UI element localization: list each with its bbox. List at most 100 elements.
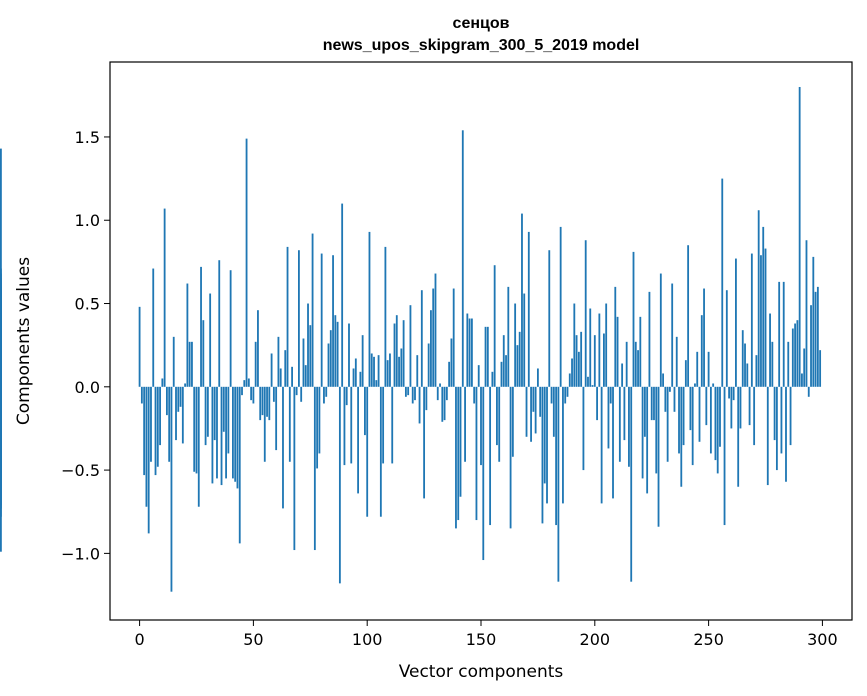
bar xyxy=(343,386,346,466)
bar xyxy=(548,250,551,387)
bar xyxy=(222,386,225,432)
bar xyxy=(427,343,430,387)
bar xyxy=(184,383,187,387)
bar xyxy=(238,386,241,544)
bar xyxy=(541,386,544,524)
bar xyxy=(496,386,498,446)
bar xyxy=(227,386,230,454)
bar xyxy=(573,303,576,387)
bar xyxy=(564,386,567,404)
x-tick-label: 100 xyxy=(352,630,383,649)
bar xyxy=(191,341,193,387)
bar xyxy=(423,386,426,499)
bar xyxy=(630,386,633,582)
bar xyxy=(744,343,746,387)
bar xyxy=(375,380,378,387)
bar xyxy=(801,373,803,387)
bar xyxy=(250,386,253,401)
bar xyxy=(254,341,257,387)
bar xyxy=(461,130,464,387)
bar xyxy=(0,148,2,387)
bar xyxy=(757,210,760,387)
bar xyxy=(671,283,674,387)
bar xyxy=(523,293,526,387)
bar xyxy=(204,386,207,446)
bar xyxy=(165,386,168,416)
bars xyxy=(0,86,822,592)
bar xyxy=(518,331,521,387)
x-tick-label: 0 xyxy=(134,630,144,649)
bar xyxy=(639,316,642,387)
bar xyxy=(143,386,146,476)
bar xyxy=(386,360,389,387)
bar xyxy=(439,383,441,387)
bar xyxy=(468,318,471,387)
bar xyxy=(609,386,612,404)
bar xyxy=(760,255,762,387)
bar xyxy=(464,386,466,462)
bar xyxy=(448,361,451,387)
bar xyxy=(373,356,375,387)
bar xyxy=(282,386,284,509)
bar xyxy=(678,386,680,454)
bar xyxy=(218,260,221,387)
chart-title: сенцов xyxy=(453,15,510,32)
bar xyxy=(484,326,487,387)
bar xyxy=(605,303,608,387)
bar xyxy=(172,336,175,387)
bar xyxy=(430,310,432,387)
bar xyxy=(366,386,369,517)
bar xyxy=(794,323,797,387)
bar xyxy=(571,358,573,387)
bar xyxy=(741,330,744,387)
bar xyxy=(662,373,664,387)
bar xyxy=(730,386,733,429)
bar xyxy=(509,386,512,529)
bar xyxy=(432,288,435,387)
bar xyxy=(163,208,166,387)
bar xyxy=(514,303,517,387)
bar xyxy=(354,358,357,387)
bar xyxy=(521,213,523,387)
bar xyxy=(140,386,143,404)
bar xyxy=(298,250,300,387)
bar xyxy=(562,386,564,504)
bar xyxy=(785,386,787,482)
bar xyxy=(391,386,394,464)
bar xyxy=(782,281,785,387)
y-axis: −1.0 −0.5 0.0 0.5 1.0 1.5 xyxy=(61,128,110,563)
bar xyxy=(653,386,655,421)
bar xyxy=(259,386,262,421)
bar xyxy=(389,353,391,387)
bar xyxy=(755,355,758,387)
bar xyxy=(400,348,403,387)
x-axis-label: Vector components xyxy=(399,662,564,682)
bar xyxy=(709,386,712,454)
bar xyxy=(154,386,157,476)
bar xyxy=(673,386,676,412)
bar xyxy=(796,320,799,387)
bar xyxy=(696,351,699,387)
bar xyxy=(491,371,494,387)
bar xyxy=(725,290,728,387)
bar xyxy=(607,386,610,449)
bar xyxy=(377,355,380,387)
bar xyxy=(266,386,268,417)
bar xyxy=(295,386,298,396)
bar xyxy=(320,253,323,387)
bar xyxy=(352,368,355,387)
bar xyxy=(775,386,778,471)
bar xyxy=(268,386,271,421)
bar xyxy=(302,338,305,387)
bar xyxy=(270,353,273,387)
bar xyxy=(539,386,542,417)
y-tick-label: 0.0 xyxy=(75,378,100,397)
bar xyxy=(516,345,519,387)
bar xyxy=(705,386,708,426)
x-tick-label: 300 xyxy=(807,630,838,649)
bar xyxy=(816,286,819,387)
bar xyxy=(791,328,794,387)
bar xyxy=(666,386,669,462)
bar xyxy=(634,341,637,387)
bar xyxy=(655,386,658,474)
